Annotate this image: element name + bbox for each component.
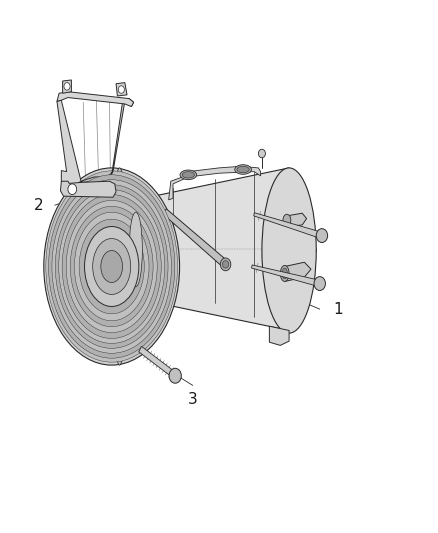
Ellipse shape <box>180 170 197 180</box>
Polygon shape <box>57 100 81 184</box>
Ellipse shape <box>124 199 148 300</box>
Ellipse shape <box>62 195 161 338</box>
Circle shape <box>118 86 124 93</box>
Ellipse shape <box>235 165 251 174</box>
Ellipse shape <box>111 168 128 365</box>
Text: 1: 1 <box>333 302 343 317</box>
Polygon shape <box>251 265 320 287</box>
Circle shape <box>258 149 265 158</box>
Polygon shape <box>269 326 289 345</box>
Ellipse shape <box>79 219 144 314</box>
Polygon shape <box>287 213 307 227</box>
Polygon shape <box>139 346 177 378</box>
Ellipse shape <box>182 172 194 178</box>
Ellipse shape <box>129 212 142 287</box>
Circle shape <box>68 184 77 195</box>
Ellipse shape <box>280 265 289 281</box>
Circle shape <box>169 368 181 383</box>
Ellipse shape <box>59 190 165 343</box>
Ellipse shape <box>237 166 249 173</box>
Polygon shape <box>129 296 155 314</box>
Polygon shape <box>81 99 134 182</box>
Ellipse shape <box>66 200 157 333</box>
Polygon shape <box>116 83 127 96</box>
Circle shape <box>135 300 144 311</box>
Text: 2: 2 <box>34 198 44 213</box>
Ellipse shape <box>49 175 175 358</box>
Polygon shape <box>285 262 311 281</box>
Polygon shape <box>169 166 261 200</box>
Polygon shape <box>63 80 71 93</box>
Ellipse shape <box>74 212 149 321</box>
Ellipse shape <box>101 251 123 282</box>
Ellipse shape <box>55 184 168 349</box>
Ellipse shape <box>93 239 131 294</box>
Text: 3: 3 <box>188 392 198 407</box>
Polygon shape <box>162 209 228 268</box>
Ellipse shape <box>46 171 177 362</box>
Circle shape <box>316 229 328 243</box>
Ellipse shape <box>283 214 291 226</box>
Ellipse shape <box>52 180 171 353</box>
Ellipse shape <box>282 268 287 279</box>
Polygon shape <box>60 181 116 197</box>
Circle shape <box>223 261 229 268</box>
Circle shape <box>64 83 70 90</box>
Polygon shape <box>57 92 134 107</box>
Polygon shape <box>136 168 316 333</box>
Ellipse shape <box>44 168 180 365</box>
Ellipse shape <box>262 168 316 333</box>
Ellipse shape <box>85 227 139 306</box>
Polygon shape <box>254 213 322 239</box>
Ellipse shape <box>70 206 153 327</box>
Circle shape <box>314 277 325 290</box>
Circle shape <box>220 258 231 271</box>
